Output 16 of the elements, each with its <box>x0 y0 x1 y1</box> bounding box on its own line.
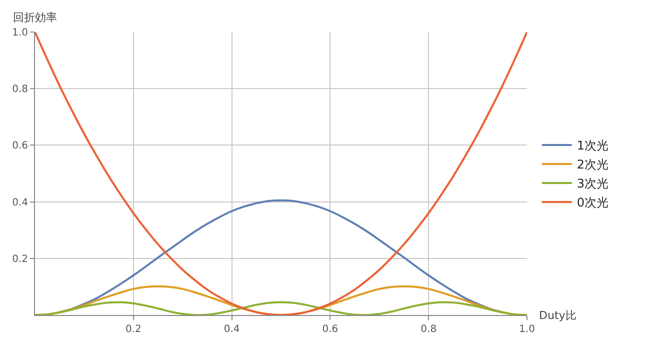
y-tick-label: 0.6 <box>12 140 28 152</box>
x-tick-label: 0.4 <box>224 324 240 335</box>
x-axis-title: Duty比 <box>539 309 576 322</box>
x-tick-label: 1.0 <box>519 324 535 335</box>
y-tick-label: 1.0 <box>12 28 28 38</box>
x-tick-label: 0.8 <box>420 324 437 335</box>
y-tick-label: 0.4 <box>12 197 28 208</box>
legend-label: 0次光 <box>576 196 608 210</box>
y-axis-title: 回折効率 <box>13 11 57 24</box>
legend-label: 1次光 <box>576 138 608 153</box>
y-tick-label: 0.2 <box>12 254 28 265</box>
x-tick-label: 0.2 <box>125 324 142 335</box>
legend-label: 2次光 <box>576 158 608 172</box>
legend-label: 3次光 <box>576 176 608 191</box>
x-tick-label: 0.6 <box>322 324 338 335</box>
y-tick-label: 0.8 <box>12 84 28 96</box>
